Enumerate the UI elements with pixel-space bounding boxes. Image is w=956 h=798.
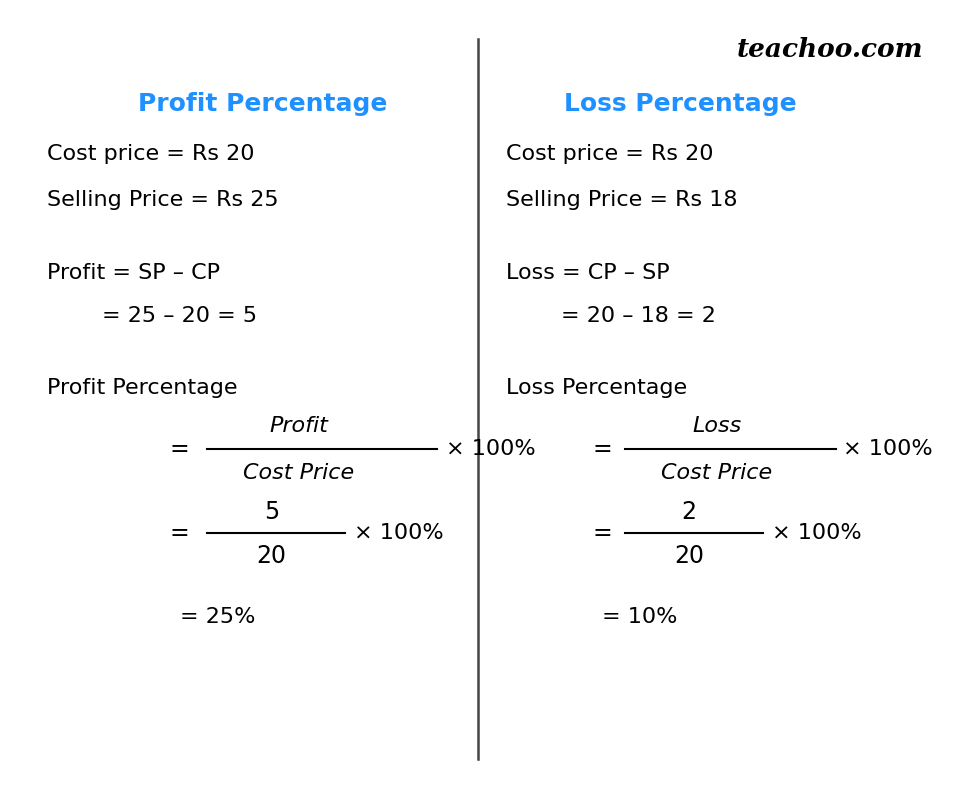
Text: 5: 5: [264, 500, 279, 523]
Text: = 25 – 20 = 5: = 25 – 20 = 5: [101, 306, 257, 326]
Text: 2: 2: [682, 500, 697, 523]
Text: Cost Price: Cost Price: [244, 464, 355, 484]
Text: 20: 20: [674, 544, 704, 568]
Text: Cost price = Rs 20: Cost price = Rs 20: [506, 144, 713, 164]
Text: =: =: [592, 437, 612, 460]
Text: = 25%: = 25%: [180, 607, 255, 627]
Text: Profit = SP – CP: Profit = SP – CP: [47, 263, 220, 282]
Text: =: =: [592, 521, 612, 545]
Text: teachoo.com: teachoo.com: [737, 38, 923, 62]
Text: × 100%: × 100%: [843, 439, 933, 459]
Text: = 10%: = 10%: [602, 607, 677, 627]
Text: Selling Price = Rs 18: Selling Price = Rs 18: [506, 190, 737, 210]
Text: Profit: Profit: [270, 416, 329, 436]
Text: =: =: [170, 437, 189, 460]
Text: 20: 20: [256, 544, 287, 568]
Text: Profit Percentage: Profit Percentage: [47, 377, 237, 397]
Text: Loss Percentage: Loss Percentage: [506, 377, 686, 397]
Text: Loss = CP – SP: Loss = CP – SP: [506, 263, 669, 282]
Text: Selling Price = Rs 25: Selling Price = Rs 25: [47, 190, 278, 210]
Text: Cost price = Rs 20: Cost price = Rs 20: [47, 144, 254, 164]
Text: Cost Price: Cost Price: [661, 464, 772, 484]
Text: × 100%: × 100%: [445, 439, 535, 459]
Text: = 20 – 18 = 2: = 20 – 18 = 2: [560, 306, 715, 326]
Text: =: =: [170, 521, 189, 545]
Text: Profit Percentage: Profit Percentage: [139, 92, 388, 116]
Text: × 100%: × 100%: [354, 523, 444, 543]
Text: Loss: Loss: [692, 416, 741, 436]
Text: Loss Percentage: Loss Percentage: [564, 92, 796, 116]
Text: × 100%: × 100%: [771, 523, 861, 543]
